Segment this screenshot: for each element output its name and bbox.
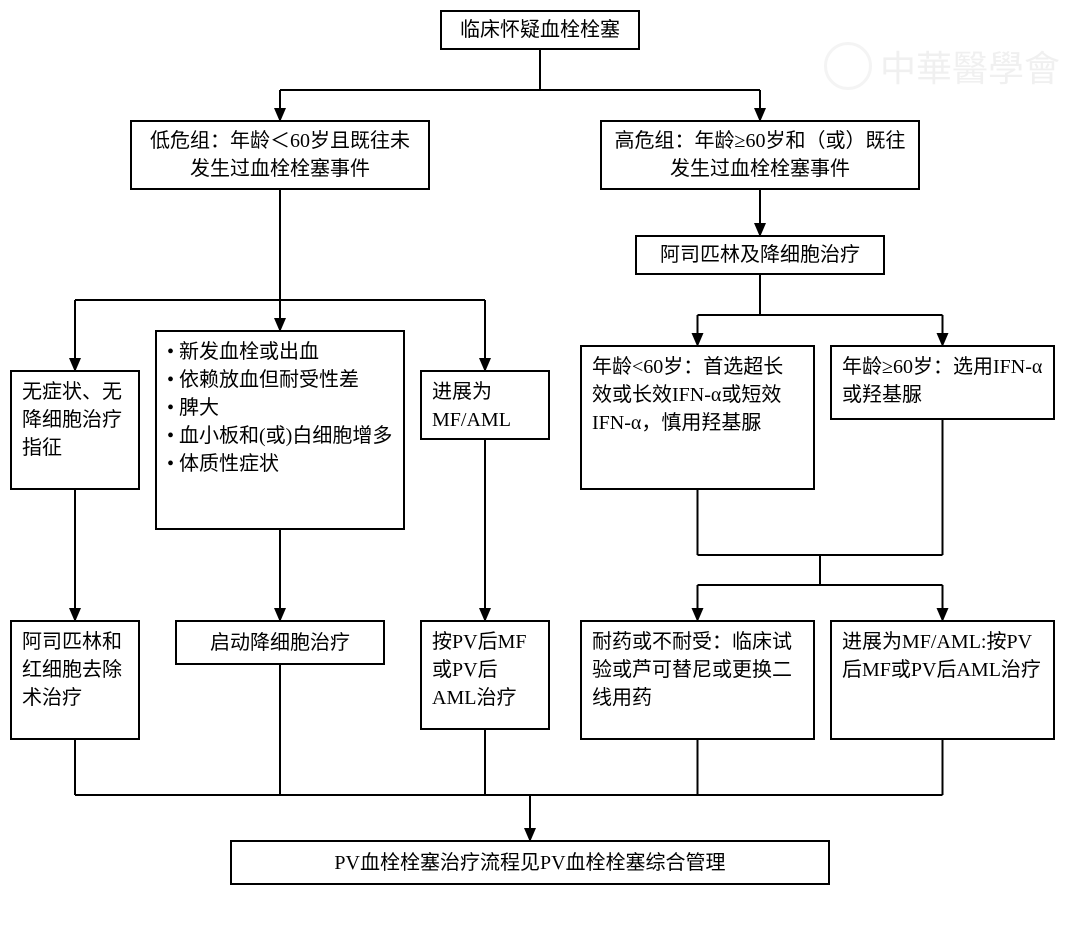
watermark-text: 中華醫學會 <box>880 40 1060 92</box>
node-progress-mf-aml: 进展为MF/AML <box>420 370 550 440</box>
node-pv-comprehensive-management: PV血栓栓塞治疗流程见PV血栓栓塞综合管理 <box>230 840 830 885</box>
node-suspect-thrombosis: 临床怀疑血栓栓塞 <box>440 10 640 50</box>
node-label: 年龄≥60岁：选用IFN-α或羟基脲 <box>842 353 1043 409</box>
node-label: 阿司匹林和红细胞去除术治疗 <box>22 628 128 712</box>
bullet-item: 体质性症状 <box>167 450 392 478</box>
node-start-cytoreduction: 启动降细胞治疗 <box>175 620 385 665</box>
node-treat-post-pv: 按PV后MF或PV后AML治疗 <box>420 620 550 730</box>
node-label: 无症状、无降细胞治疗指征 <box>22 378 128 462</box>
node-label: 启动降细胞治疗 <box>210 629 350 657</box>
node-label: 年龄<60岁：首选超长效或长效IFN-α或短效IFN-α，慎用羟基脲 <box>592 353 803 437</box>
bullet-item: 脾大 <box>167 394 392 422</box>
node-label: 临床怀疑血栓栓塞 <box>460 16 620 44</box>
node-label: 耐药或不耐受：临床试验或芦可替尼或更换二线用药 <box>592 628 803 712</box>
node-label: 按PV后MF或PV后AML治疗 <box>432 628 538 712</box>
node-label: 进展为MF/AML <box>432 378 538 434</box>
bullet-item: 依赖放血但耐受性差 <box>167 366 392 394</box>
node-aspirin-cytoreduction: 阿司匹林及降细胞治疗 <box>635 235 885 275</box>
node-label: 低危组：年龄＜60岁且既往未发生过血栓栓塞事件 <box>142 127 418 183</box>
bullet-item: 新发血栓或出血 <box>167 338 392 366</box>
node-symptom-list: 新发血栓或出血 依赖放血但耐受性差 脾大 血小板和(或)白细胞增多 体质性症状 <box>155 330 405 530</box>
node-label: 阿司匹林及降细胞治疗 <box>660 241 860 269</box>
node-resistant-intolerant: 耐药或不耐受：临床试验或芦可替尼或更换二线用药 <box>580 620 815 740</box>
node-low-risk: 低危组：年龄＜60岁且既往未发生过血栓栓塞事件 <box>130 120 430 190</box>
node-asymptomatic: 无症状、无降细胞治疗指征 <box>10 370 140 490</box>
node-aspirin-erythrocytapheresis: 阿司匹林和红细胞去除术治疗 <box>10 620 140 740</box>
bullet-item: 血小板和(或)白细胞增多 <box>167 422 392 450</box>
node-label: PV血栓栓塞治疗流程见PV血栓栓塞综合管理 <box>334 849 725 877</box>
node-label: 进展为MF/AML:按PV后MF或PV后AML治疗 <box>842 628 1043 684</box>
watermark: 中華醫學會 <box>824 40 1060 92</box>
symptom-bullets: 新发血栓或出血 依赖放血但耐受性差 脾大 血小板和(或)白细胞增多 体质性症状 <box>167 338 392 478</box>
watermark-seal-icon <box>824 42 872 90</box>
node-age-over-60: 年龄≥60岁：选用IFN-α或羟基脲 <box>830 345 1055 420</box>
node-high-risk: 高危组：年龄≥60岁和（或）既往发生过血栓栓塞事件 <box>600 120 920 190</box>
node-label: 高危组：年龄≥60岁和（或）既往发生过血栓栓塞事件 <box>612 127 908 183</box>
node-progress-mf-aml-2: 进展为MF/AML:按PV后MF或PV后AML治疗 <box>830 620 1055 740</box>
node-age-under-60: 年龄<60岁：首选超长效或长效IFN-α或短效IFN-α，慎用羟基脲 <box>580 345 815 490</box>
